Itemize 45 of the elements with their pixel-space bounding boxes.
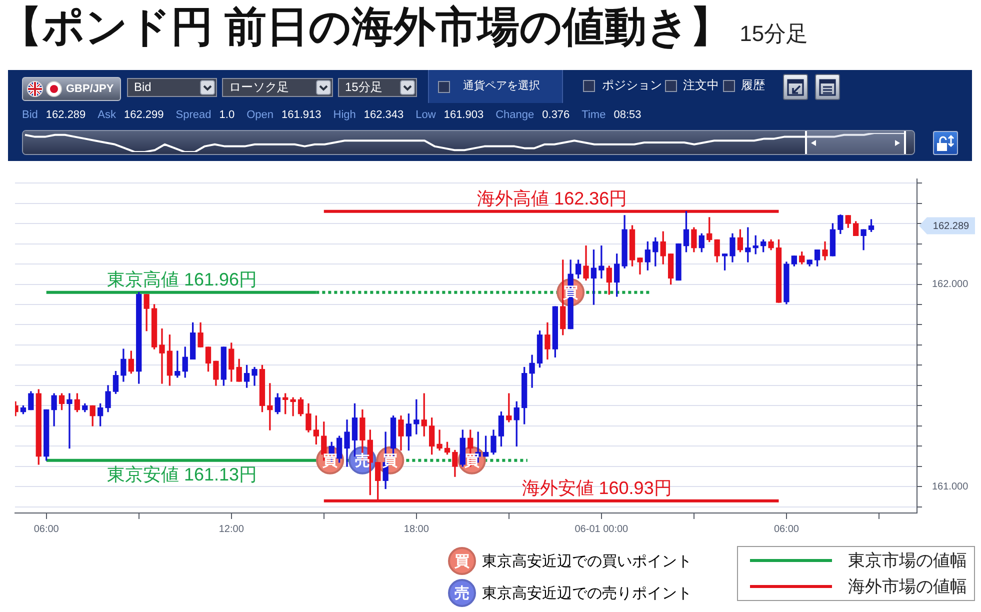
y-tick-label: 161.000: [932, 481, 969, 492]
text: Time 08:53: [582, 109, 642, 121]
dropdown: ローソク足: [222, 78, 333, 97]
x-tick-label: 06-01 00:00: [574, 524, 629, 535]
text: Change 0.376: [496, 109, 570, 121]
annotation: 海外高値 162.36円: [477, 188, 628, 208]
dropdown: 15分足: [338, 78, 417, 97]
dropdown: Bid: [127, 78, 217, 97]
text: Spread 1.0: [176, 109, 235, 121]
text: 売: [454, 584, 470, 602]
candlestick: [598, 245, 604, 279]
text: ポジション: [602, 78, 662, 93]
annotation: 海外安値 160.93円: [522, 478, 672, 498]
currency-pair-button: GBP/JPY: [22, 77, 121, 101]
tab-button: 通貨ペアを選択: [428, 70, 563, 103]
y-tick-label: 162.000: [932, 279, 969, 290]
text: Bid: [22, 109, 38, 121]
text: Low 161.903: [416, 109, 484, 121]
text: Open 161.913: [246, 109, 322, 121]
text: 履歴: [741, 78, 765, 93]
candlestick: [159, 328, 165, 384]
x-tick-label: 06:00: [774, 524, 800, 535]
annotation: 東京高値 161.96円: [107, 269, 258, 290]
chart-subtitle: 15分足: [740, 20, 808, 48]
text: 162.289: [46, 109, 86, 121]
candlestick: [66, 393, 72, 449]
text: 162.289: [932, 221, 970, 232]
x-tick-label: 12:00: [218, 524, 244, 535]
legend-label: 東京高安近辺での売りポイント: [482, 584, 692, 602]
candlestick: [290, 397, 296, 416]
data-label: 買: [322, 452, 338, 470]
text: Ask 162.299: [98, 109, 164, 121]
data-label: 売: [354, 452, 370, 470]
annotation: 東京安値 161.13円: [107, 464, 258, 484]
candlestick: [436, 430, 442, 451]
text: 注文中: [683, 78, 719, 93]
candlestick: [267, 383, 273, 430]
legend-label: 東京高安近辺での買いポイント: [482, 552, 692, 570]
legend-label: 東京市場の値幅: [848, 550, 967, 572]
legend-label: 海外市場の値幅: [848, 576, 967, 598]
text: High 162.343: [333, 109, 404, 121]
x-tick-label: 06:00: [34, 524, 60, 535]
chart-title: 【ポンド円 前日の海外市場の値動き】: [0, 3, 732, 51]
x-tick-label: 18:00: [404, 524, 430, 535]
text: 買: [454, 552, 470, 570]
